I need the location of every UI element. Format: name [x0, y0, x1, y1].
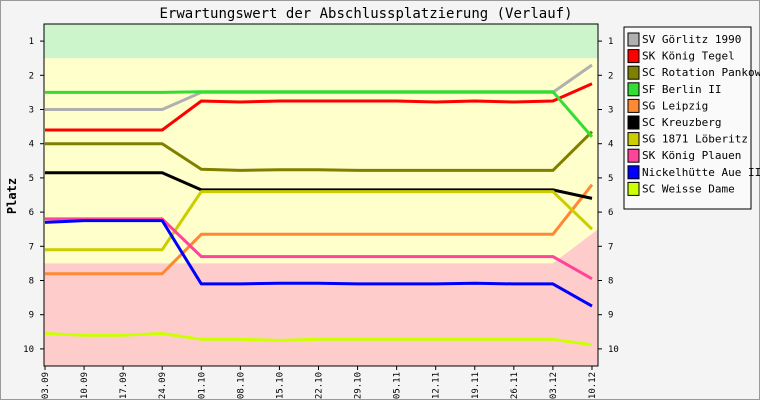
series-line-4 — [45, 90, 594, 138]
series-line-3 — [45, 130, 594, 172]
legend-swatch — [627, 132, 640, 147]
y-tick-label-left: 2 — [29, 71, 34, 81]
x-tick-label: 15.10 — [275, 372, 285, 399]
legend-swatch — [627, 165, 640, 180]
y-tick-label-left: 5 — [29, 174, 34, 184]
band-2 — [44, 229, 598, 366]
legend-swatch — [627, 32, 640, 47]
series-line-6 — [45, 171, 593, 200]
y-tick-label-right: 9 — [608, 311, 613, 321]
legend: SV Görlitz 1990 SK König Tegel SC Rotation… — [623, 26, 760, 210]
y-tick-label-left: 7 — [29, 242, 34, 252]
y-tick-label-left: 6 — [29, 208, 34, 218]
series-line-9 — [44, 219, 593, 308]
y-axis-right: 1 2 3 4 5 6 7 8 9 10 — [598, 37, 619, 355]
series-lines — [44, 63, 594, 347]
y-tick-label-right: 2 — [608, 71, 613, 81]
legend-label: SC Rotation Pankow — [642, 66, 760, 79]
band-0 — [44, 24, 598, 59]
legend-label: SG 1871 Löberitz — [642, 133, 748, 146]
x-tick-label: 17.09 — [119, 372, 129, 399]
legend-label: SC Kreuzberg — [642, 116, 721, 129]
legend-label: SK König Tegel — [642, 50, 735, 63]
y-tick-label-left: 4 — [29, 140, 34, 150]
y-tick-label-left: 3 — [29, 106, 34, 116]
x-tick-label: 26.11 — [510, 372, 520, 399]
y-tick-label-left: 10 — [23, 345, 34, 355]
x-tick-label: 12.11 — [432, 372, 442, 399]
legend-swatch — [627, 82, 640, 97]
x-tick-label: 10.12 — [588, 372, 598, 399]
y-tick-label-right: 8 — [608, 277, 613, 287]
series-line-5 — [45, 183, 594, 276]
y-tick-label-right: 7 — [608, 242, 613, 252]
series-line-8 — [45, 217, 593, 281]
series-line-2 — [45, 82, 593, 132]
y-axis-label: Platz — [5, 178, 19, 214]
legend-label: SC Weisse Dame — [642, 182, 735, 195]
y-tick-label-right: 3 — [608, 106, 613, 116]
legend-swatch — [627, 148, 640, 163]
chart-title: Erwartungswert der Abschlussplatzierung … — [159, 6, 572, 22]
legend-swatch — [627, 65, 640, 80]
x-tick-label: 03.09 — [41, 372, 51, 399]
x-tick-label: 19.11 — [471, 372, 481, 399]
band-1 — [44, 58, 598, 264]
series-line-10 — [44, 332, 593, 347]
legend-swatch — [627, 49, 640, 64]
x-tick-label: 03.12 — [549, 372, 559, 399]
y-tick-label-right: 6 — [608, 208, 613, 218]
series-line-7 — [45, 190, 594, 252]
legend-label: SG Leipzig — [642, 99, 708, 112]
x-tick-label: 10.09 — [80, 372, 90, 399]
legend-swatch — [627, 115, 640, 130]
background-bands — [44, 24, 598, 366]
y-tick-label-right: 4 — [608, 140, 613, 150]
y-axis-left: 1 2 3 4 5 6 7 8 9 10 — [23, 37, 44, 355]
plot-border — [43, 23, 599, 367]
y-tick-label-left: 9 — [29, 311, 34, 321]
x-axis: 03.09 10.09 17.09 24.09 01.10 08.10 15.10 22.10… — [41, 366, 598, 399]
x-tick-label: 05.11 — [393, 372, 403, 399]
legend-label: SV Görlitz 1990 — [642, 33, 741, 46]
x-tick-label: 29.10 — [354, 372, 364, 399]
x-tick-label: 22.10 — [314, 372, 324, 399]
legend-label: SF Berlin II — [642, 83, 721, 96]
y-tick-label-right: 5 — [608, 174, 613, 184]
y-tick-label-right: 1 — [608, 37, 613, 47]
x-tick-label: 24.09 — [158, 372, 168, 399]
legend-box — [623, 26, 752, 210]
y-tick-label-left: 8 — [29, 277, 34, 287]
y-tick-label-left: 1 — [29, 37, 34, 47]
x-tick-label: 08.10 — [236, 372, 246, 399]
legend-swatch — [627, 98, 640, 113]
y-tick-label-right: 10 — [608, 345, 619, 355]
legend-label: Nickelhütte Aue II — [642, 166, 760, 179]
legend-label: SK König Plauen — [642, 149, 741, 162]
x-tick-label: 01.10 — [197, 372, 207, 399]
legend-swatch — [627, 181, 640, 196]
